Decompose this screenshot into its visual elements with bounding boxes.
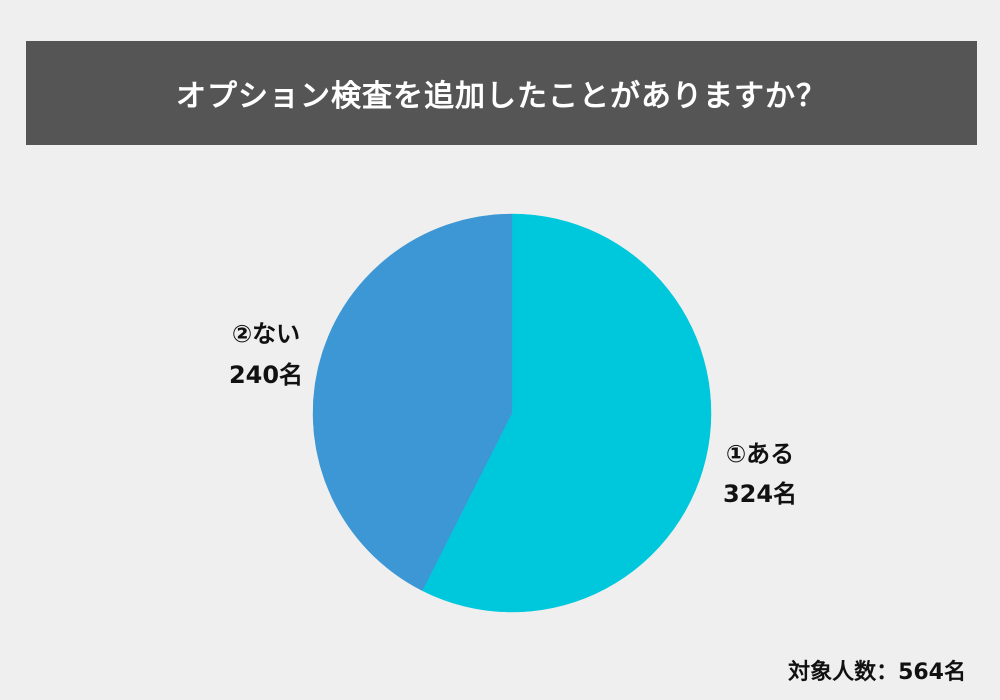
- title-banner: オプション検査を追加したことがありますか？: [26, 41, 977, 145]
- pie-slice-1: [421, 213, 712, 613]
- slice-value-label-2: 240名: [229, 361, 303, 389]
- slice-label-2: ②ない: [232, 320, 300, 348]
- slice-label-1: ①ある: [726, 440, 794, 468]
- slice-value-label-1: 324名: [723, 480, 797, 508]
- pie-labels: ①ある 324名 ②ない 240名: [229, 320, 797, 508]
- pie-slice-2: [312, 213, 513, 591]
- chart-title: オプション検査を追加したことがありますか？: [176, 79, 827, 114]
- pie-slices: [312, 213, 712, 613]
- respondent-count: 対象人数：564名: [788, 660, 966, 685]
